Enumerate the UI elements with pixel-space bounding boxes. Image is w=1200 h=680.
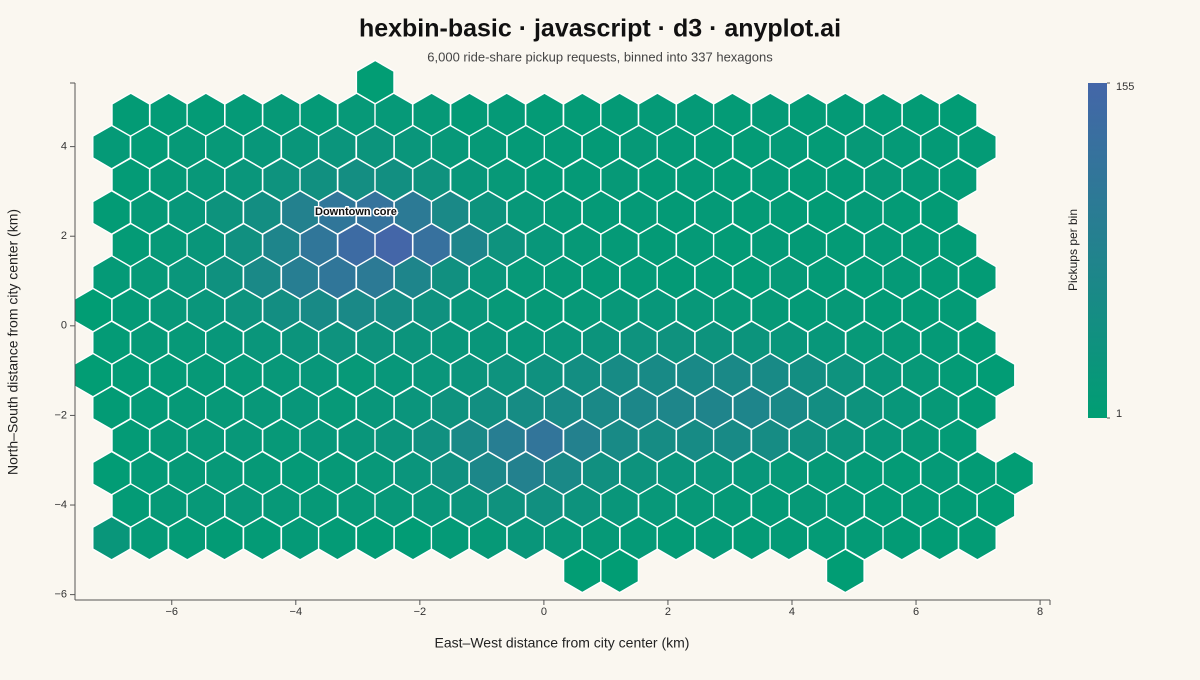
x-tick-label: −4 bbox=[290, 606, 303, 618]
x-tick-label: 8 bbox=[1037, 606, 1043, 618]
y-tick-label: 0 bbox=[61, 320, 67, 332]
x-tick-label: −6 bbox=[165, 606, 178, 618]
x-tick-label: 6 bbox=[913, 606, 919, 618]
hexagon bbox=[600, 548, 640, 594]
hexagon bbox=[825, 548, 865, 594]
y-tick-label: 2 bbox=[61, 230, 67, 242]
x-axis-label: East–West distance from city center (km) bbox=[435, 635, 690, 651]
hexes bbox=[73, 59, 1035, 594]
x-tick-label: 2 bbox=[665, 606, 671, 618]
y-tick-label: −4 bbox=[54, 499, 67, 511]
annotation: Downtown core bbox=[315, 206, 397, 218]
chart-subtitle: 6,000 ride-share pickup requests, binned… bbox=[427, 49, 773, 64]
y-axis-label: North–South distance from city center (k… bbox=[5, 209, 21, 475]
x-tick-label: 0 bbox=[541, 606, 547, 618]
axes: −6 −4 −2 0 2 4 6 8 −6 −4 −2 0 2 4 bbox=[54, 82, 1051, 618]
colorbar-tick-label: 1 bbox=[1116, 408, 1122, 420]
y-tick-label: −6 bbox=[54, 589, 67, 601]
colorbar-label: Pickups per bin bbox=[1066, 209, 1080, 291]
x-tick-label: −2 bbox=[414, 606, 427, 618]
chart-title: hexbin-basic · javascript · d3 · anyplot… bbox=[359, 15, 841, 43]
hexagon bbox=[957, 515, 997, 561]
y-tick-label: −2 bbox=[54, 409, 67, 421]
y-tick-label: 4 bbox=[61, 141, 67, 153]
colorbar-tick-label: 155 bbox=[1116, 81, 1134, 93]
colorbar bbox=[1088, 83, 1107, 418]
x-tick-label: 4 bbox=[789, 606, 795, 618]
